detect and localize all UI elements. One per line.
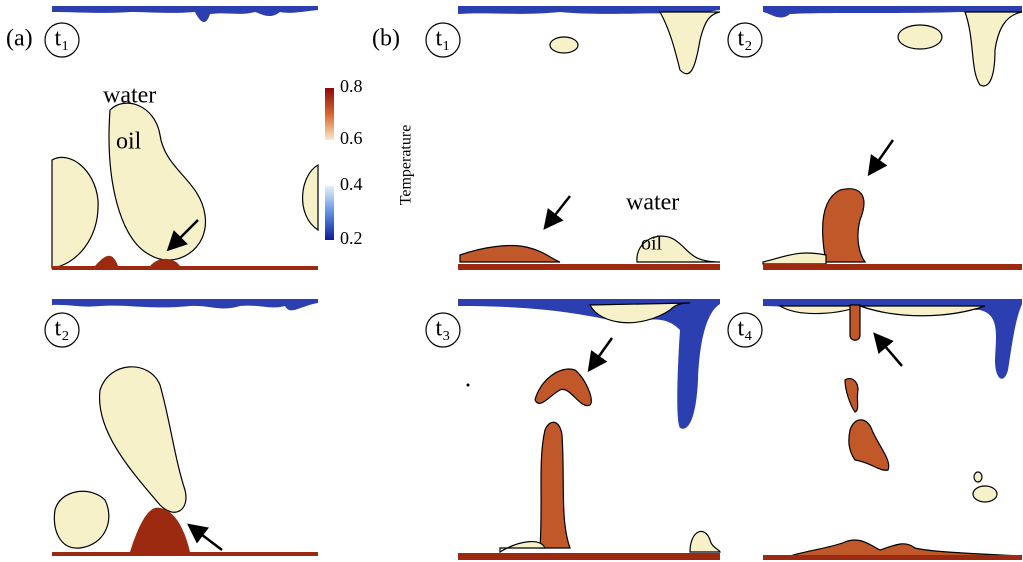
colorbar-tick: 0.2 <box>340 228 363 248</box>
time-badge <box>425 22 461 58</box>
oil-blob <box>636 235 721 263</box>
oil-blob <box>51 156 99 269</box>
oil-blob <box>53 490 110 549</box>
oil-label: oil <box>116 129 142 155</box>
hot-layer <box>52 255 318 270</box>
cold-layer <box>458 6 720 17</box>
colorbar: 0.8 0.6 0.4 0.2 Temperature <box>325 76 415 248</box>
time-label: t₁ <box>54 26 69 52</box>
arrow <box>187 523 223 551</box>
panel-a-t1 <box>51 6 319 270</box>
time-badge <box>44 22 80 58</box>
hot-layer <box>52 507 318 556</box>
hot-blob <box>539 421 571 549</box>
colorbar-tick: 0.4 <box>340 174 363 194</box>
cold-layer <box>458 299 720 429</box>
time-badge <box>44 312 80 348</box>
water-label: water <box>626 190 679 216</box>
hot-layer <box>763 264 1022 270</box>
oil-blob <box>302 163 319 232</box>
hot-blob <box>849 304 861 341</box>
oil-blob <box>973 471 983 483</box>
water-label: water <box>103 83 156 109</box>
hot-blob <box>844 377 859 413</box>
oil-label: oil <box>641 233 663 255</box>
oil-blob <box>589 302 691 324</box>
droplet <box>466 383 470 387</box>
hot-blob <box>821 188 867 263</box>
oil-blob <box>777 305 986 317</box>
colorbar-tick: 0.6 <box>340 128 363 148</box>
panel-b-t2 <box>762 6 1023 270</box>
panel-b-t1 <box>458 6 721 270</box>
time-label: t₁ <box>435 26 450 52</box>
oil-blob <box>549 36 579 54</box>
colorbar-title: Temperature <box>398 125 415 206</box>
arrow <box>873 332 903 367</box>
colorbar-blue <box>325 186 334 240</box>
colorbar-red <box>325 88 334 140</box>
oil-blob <box>108 102 207 261</box>
hot-layer <box>458 553 720 560</box>
panel-a-t2 <box>52 299 318 556</box>
oil-blob <box>98 366 187 513</box>
colorbar-tick: 0.8 <box>340 76 363 96</box>
time-label: t₂ <box>54 316 69 342</box>
time-badge <box>727 22 763 58</box>
arrow <box>587 337 614 373</box>
hot-blob <box>789 539 1023 557</box>
arrow <box>543 195 571 230</box>
oil-blob <box>972 485 998 503</box>
cold-layer <box>52 6 318 22</box>
panel-label: (a) <box>6 26 33 52</box>
arrow <box>867 139 895 177</box>
hot-layer <box>458 264 720 270</box>
time-label: t₂ <box>737 26 752 52</box>
panel-b-t4 <box>763 299 1023 560</box>
oil-blob <box>658 11 721 75</box>
hot-blob <box>848 419 890 471</box>
oil-blob <box>897 24 943 50</box>
hot-blob <box>534 368 592 407</box>
cold-layer <box>763 6 1022 18</box>
time-badge <box>425 312 461 348</box>
hot-blob <box>459 244 561 263</box>
oil-blob <box>964 11 1023 87</box>
hot-layer <box>763 555 1022 560</box>
oil-blob <box>499 530 721 554</box>
cold-layer <box>52 299 318 311</box>
arrow <box>166 219 199 252</box>
time-badge <box>727 312 763 348</box>
oil-blob <box>762 252 827 265</box>
panel-b-t3 <box>458 299 721 560</box>
panel-label: (b) <box>372 26 400 52</box>
time-label: t₄ <box>737 316 752 342</box>
time-label: t₃ <box>435 316 450 342</box>
